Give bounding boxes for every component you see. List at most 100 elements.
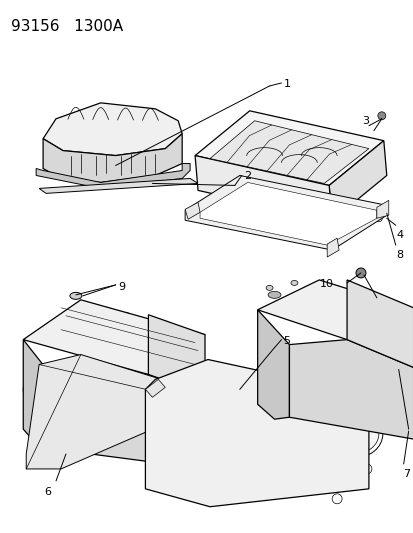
Polygon shape xyxy=(360,369,376,392)
Circle shape xyxy=(361,464,371,474)
Polygon shape xyxy=(257,280,408,340)
Circle shape xyxy=(196,209,203,216)
Circle shape xyxy=(250,124,258,132)
Text: 10: 10 xyxy=(319,279,333,289)
Ellipse shape xyxy=(408,376,413,398)
Ellipse shape xyxy=(70,293,82,300)
Circle shape xyxy=(196,395,204,403)
Ellipse shape xyxy=(310,320,323,327)
Polygon shape xyxy=(145,360,368,507)
Ellipse shape xyxy=(133,328,147,336)
Polygon shape xyxy=(195,111,383,185)
Ellipse shape xyxy=(189,410,246,458)
Polygon shape xyxy=(376,200,388,218)
Ellipse shape xyxy=(340,293,347,298)
Text: 7: 7 xyxy=(402,469,409,479)
Circle shape xyxy=(361,404,371,414)
Circle shape xyxy=(327,243,334,249)
Polygon shape xyxy=(23,340,53,449)
Ellipse shape xyxy=(266,285,273,290)
Polygon shape xyxy=(257,310,289,419)
Polygon shape xyxy=(145,379,165,397)
Polygon shape xyxy=(23,300,204,375)
Polygon shape xyxy=(195,156,331,220)
Circle shape xyxy=(375,215,381,222)
Polygon shape xyxy=(36,164,190,188)
Ellipse shape xyxy=(307,302,320,309)
Circle shape xyxy=(55,437,63,445)
Polygon shape xyxy=(199,182,376,245)
Circle shape xyxy=(406,430,413,438)
Text: 8: 8 xyxy=(396,250,403,260)
Circle shape xyxy=(145,424,155,434)
Circle shape xyxy=(199,362,209,373)
Ellipse shape xyxy=(108,321,122,329)
Ellipse shape xyxy=(108,341,122,349)
Ellipse shape xyxy=(379,381,407,402)
Circle shape xyxy=(290,351,298,359)
Circle shape xyxy=(351,373,361,382)
Polygon shape xyxy=(43,134,182,182)
Ellipse shape xyxy=(83,314,97,322)
Ellipse shape xyxy=(192,414,242,454)
Ellipse shape xyxy=(383,384,403,399)
Ellipse shape xyxy=(325,410,382,458)
Ellipse shape xyxy=(151,319,159,324)
Polygon shape xyxy=(326,238,338,257)
Ellipse shape xyxy=(304,367,323,382)
Ellipse shape xyxy=(116,410,138,425)
Ellipse shape xyxy=(330,326,343,333)
Ellipse shape xyxy=(23,377,39,401)
Text: 9: 9 xyxy=(118,282,126,292)
Circle shape xyxy=(375,205,381,212)
Circle shape xyxy=(196,457,204,465)
Text: 1: 1 xyxy=(283,79,290,89)
Circle shape xyxy=(392,360,400,368)
Ellipse shape xyxy=(268,292,280,298)
Ellipse shape xyxy=(328,414,378,454)
Ellipse shape xyxy=(300,364,328,385)
Circle shape xyxy=(150,476,160,486)
Ellipse shape xyxy=(258,413,316,461)
Ellipse shape xyxy=(315,287,322,293)
Text: 3: 3 xyxy=(361,116,368,126)
Ellipse shape xyxy=(181,332,189,337)
Polygon shape xyxy=(289,340,413,439)
Circle shape xyxy=(274,365,284,375)
Circle shape xyxy=(55,383,63,391)
Ellipse shape xyxy=(83,334,97,342)
Ellipse shape xyxy=(343,375,363,390)
Ellipse shape xyxy=(271,308,283,315)
Polygon shape xyxy=(26,354,209,469)
Ellipse shape xyxy=(157,419,179,434)
Circle shape xyxy=(160,382,170,392)
Ellipse shape xyxy=(112,406,142,428)
Ellipse shape xyxy=(133,348,147,356)
Ellipse shape xyxy=(121,312,129,317)
Text: 93156   1300A: 93156 1300A xyxy=(11,19,123,34)
Circle shape xyxy=(214,494,224,504)
Ellipse shape xyxy=(262,417,311,457)
Polygon shape xyxy=(43,103,182,156)
Circle shape xyxy=(323,184,330,192)
Ellipse shape xyxy=(158,335,172,343)
Text: 5: 5 xyxy=(283,336,290,345)
Circle shape xyxy=(406,367,413,375)
Ellipse shape xyxy=(365,302,371,308)
Circle shape xyxy=(325,183,332,190)
Polygon shape xyxy=(209,121,368,183)
Polygon shape xyxy=(148,315,204,394)
Polygon shape xyxy=(39,179,197,193)
Circle shape xyxy=(359,149,367,157)
Ellipse shape xyxy=(327,308,340,315)
Circle shape xyxy=(331,494,341,504)
Ellipse shape xyxy=(92,305,100,310)
Text: 4: 4 xyxy=(396,230,403,240)
Ellipse shape xyxy=(158,354,172,362)
Ellipse shape xyxy=(153,416,183,438)
Text: 6: 6 xyxy=(44,487,51,497)
Polygon shape xyxy=(346,280,413,367)
Ellipse shape xyxy=(287,296,300,303)
Polygon shape xyxy=(53,375,204,469)
Circle shape xyxy=(377,112,385,120)
